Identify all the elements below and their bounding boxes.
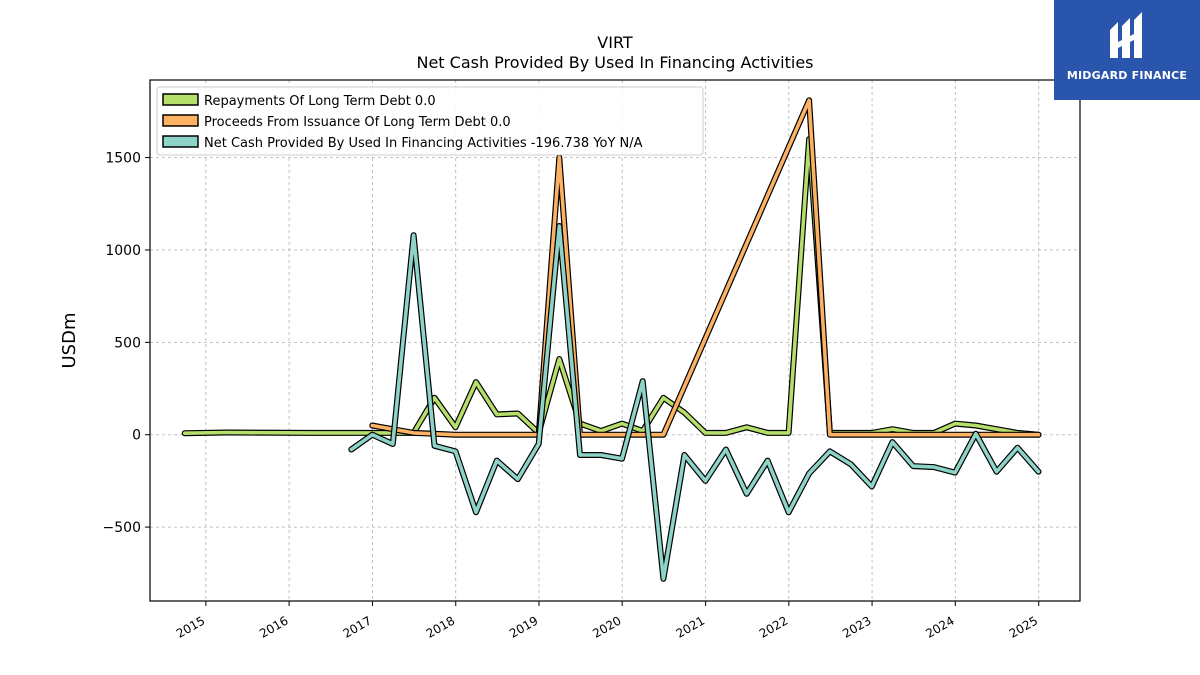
legend-box [156, 86, 704, 156]
series-line-1 [370, 98, 1041, 437]
x-tick-label: 2018 [424, 613, 457, 640]
y-tick-label: 500 [114, 335, 141, 351]
y-tick-label: −500 [103, 520, 141, 536]
x-tick-label: 2021 [674, 613, 707, 640]
legend-label-0: Repayments Of Long Term Debt 0.0 [204, 94, 436, 109]
x-tick-label: 2024 [923, 613, 956, 640]
legend-swatch-1 [162, 114, 199, 127]
y-axis-label: USDm [59, 313, 80, 369]
legend-label-2: Net Cash Provided By Used In Financing A… [204, 136, 643, 151]
chart-title: VIRT [597, 33, 633, 52]
grid [150, 80, 1080, 601]
legend: Repayments Of Long Term Debt 0.0 Proceeds… [156, 86, 704, 156]
y-tick-label: 1000 [105, 243, 141, 259]
series-outline-2 [348, 223, 1042, 582]
x-tick-label: 2017 [341, 613, 374, 640]
legend-swatch-2 [162, 135, 199, 148]
y-tick-label: 0 [132, 428, 141, 444]
brand-name: MIDGARD FINANCE [1066, 69, 1188, 82]
chart-subtitle: Net Cash Provided By Used In Financing A… [416, 53, 813, 72]
series-layer [181, 97, 1042, 582]
plot-frame [149, 79, 1081, 602]
logo-mark-icon [1110, 12, 1142, 58]
y-tick-label: 1500 [105, 151, 141, 167]
x-tick-label: 2023 [840, 613, 873, 640]
x-tick-label: 2020 [590, 613, 623, 640]
x-tick-label: 2025 [1007, 613, 1040, 640]
series-outline-0 [181, 136, 1042, 438]
x-tick-label: 2015 [174, 613, 207, 640]
x-tick-label: 2019 [507, 613, 540, 640]
series-line-2 [349, 224, 1041, 581]
brand-logo: MIDGARD FINANCE [1054, 0, 1200, 100]
x-tick-label: 2016 [257, 613, 290, 640]
legend-label-1: Proceeds From Issuance Of Long Term Debt… [204, 115, 511, 130]
series-line-0 [182, 137, 1041, 437]
legend-swatch-0 [162, 93, 199, 106]
x-tick-label: 2022 [757, 613, 790, 640]
